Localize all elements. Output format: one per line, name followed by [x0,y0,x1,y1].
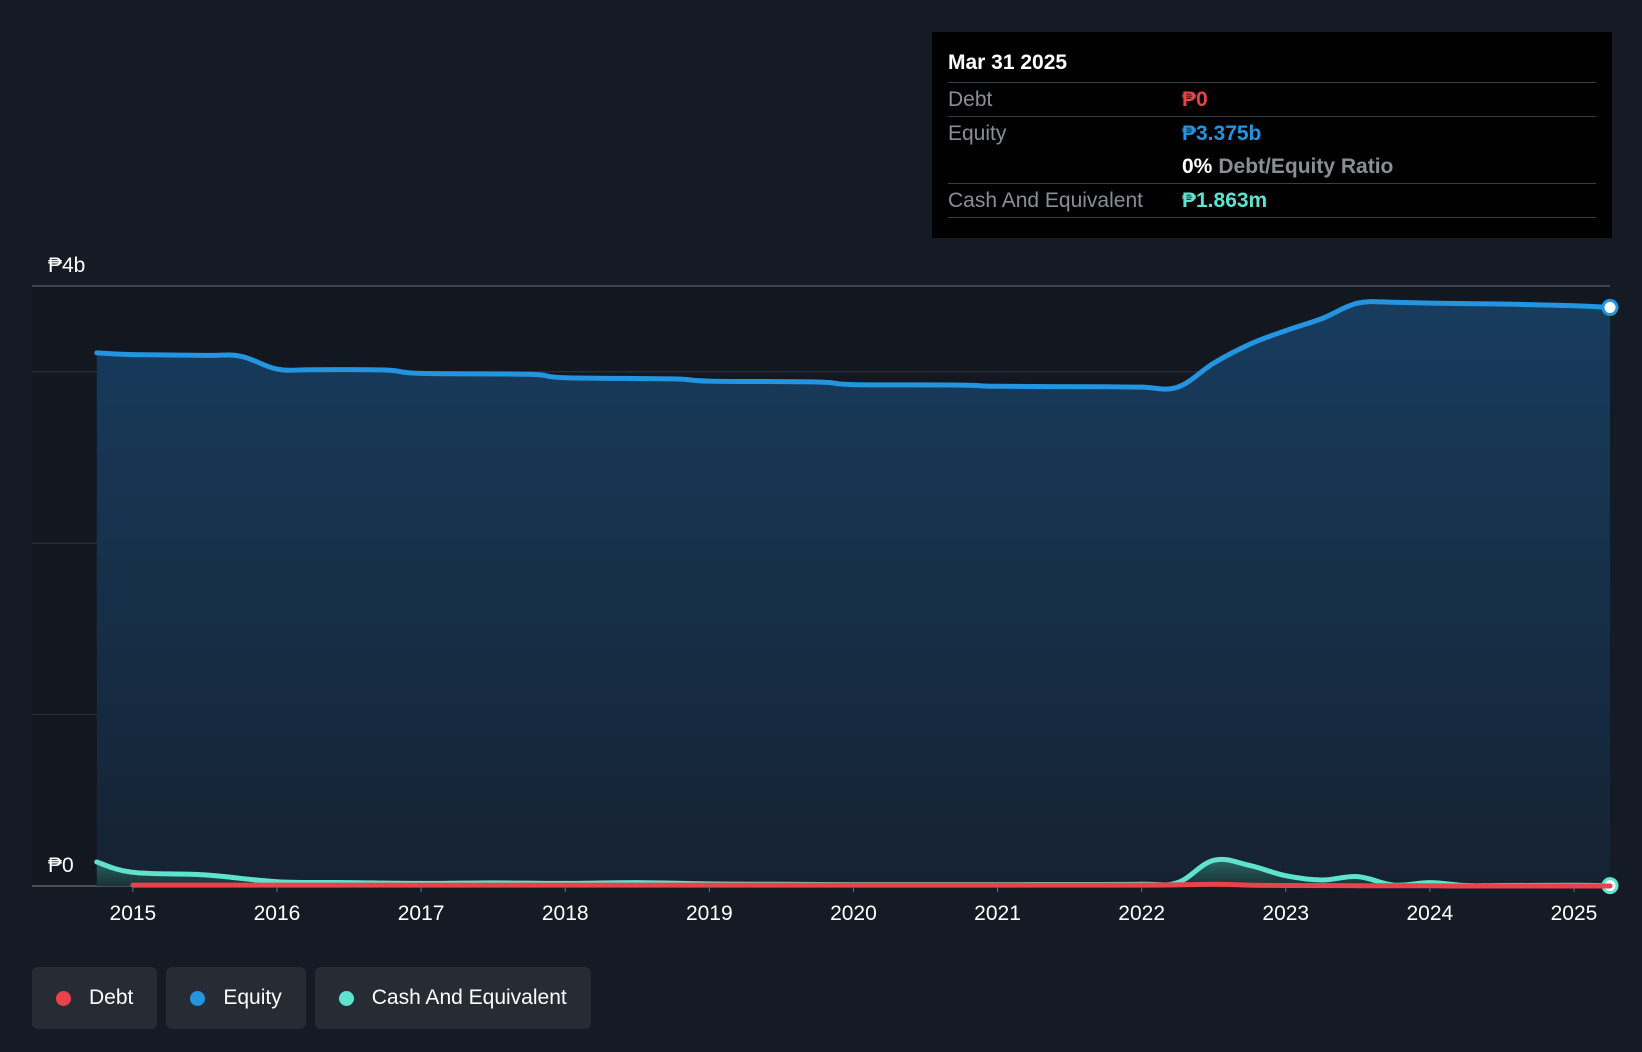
legend-item-debt[interactable]: Debt [32,967,158,1029]
x-tick-label-0: 2015 [110,902,157,925]
legend-dot-debt-icon [56,990,71,1006]
tooltip-cash-row: Cash And Equivalent ₱1.863m [948,184,1596,218]
y-axis: ₱4b ₱0 [48,254,85,877]
x-tick-label-4: 2019 [686,902,733,925]
x-tick-label-3: 2018 [542,902,589,925]
tooltip-equity-value: ₱3.375b [1182,122,1262,145]
equity-area [96,301,1610,886]
y-tick-label-1: ₱0 [48,854,74,877]
tooltip-ratio-label: Debt/Equity Ratio [1218,155,1394,178]
tooltip-equity-row: Equity ₱3.375b [948,117,1596,150]
tooltip-debt-label: Debt [948,88,993,111]
legend-label-equity: Equity [223,986,282,1009]
legend-item-equity[interactable]: Equity [166,967,306,1029]
equity-end-point[interactable] [1601,298,1619,316]
x-tick-label-5: 2020 [830,902,877,925]
debt-line [130,881,1613,889]
series-layer [94,298,1619,895]
x-axis: 2015 2016 2017 2018 2019 2020 2021 2022 2023 2024… [110,886,1598,925]
tooltip-ratio-value: 0% [1182,155,1213,178]
legend: Debt Equity Cash And Equivalent [32,967,591,1029]
tooltip-equity-label: Equity [948,122,1007,145]
tooltip-date: Mar 31 2025 [948,44,1596,83]
cash-and-equivalent-area [96,859,1610,886]
tooltip-cash-value: ₱1.863m [1182,189,1268,212]
tooltip-debt-row: Debt ₱0 [948,83,1596,117]
y-tick-label-0: ₱4b [48,254,85,277]
tooltip-cash-label: Cash And Equivalent [948,189,1143,212]
legend-dot-equity-icon [190,990,206,1006]
legend-dot-cash-icon [338,990,354,1006]
legend-label-debt: Debt [89,986,134,1009]
x-tick-label-8: 2023 [1262,902,1309,925]
equity-line [94,299,1613,392]
x-tick-label-1: 2016 [254,902,301,925]
tooltip: Mar 31 2025 Debt ₱0 Equity ₱3.375b 0% De… [932,32,1612,238]
legend-label-cash: Cash And Equivalent [371,986,567,1009]
x-tick-label-2: 2017 [398,902,445,925]
tooltip-debt-value: ₱0 [1182,88,1208,111]
x-tick-label-6: 2021 [974,902,1021,925]
x-tick-label-7: 2022 [1118,902,1165,925]
x-tick-label-10: 2025 [1551,902,1598,925]
tooltip-ratio-row: 0% Debt/Equity Ratio [948,150,1596,184]
x-tick-label-9: 2024 [1407,902,1454,925]
legend-item-cash[interactable]: Cash And Equivalent [314,967,591,1029]
